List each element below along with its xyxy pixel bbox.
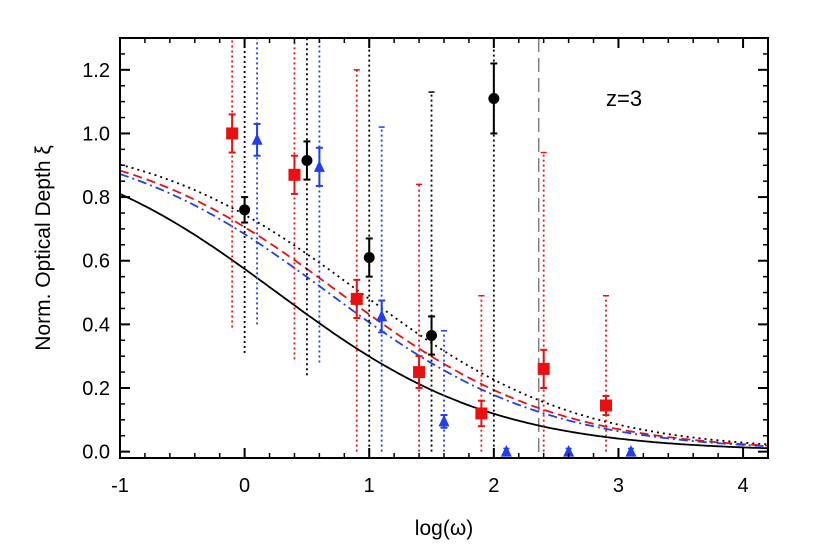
x-axis-label: log(ω) bbox=[415, 517, 473, 540]
data-point-s2-p6 bbox=[537, 362, 550, 375]
x-tick-label: 3 bbox=[613, 475, 624, 497]
data-point-s2-p5 bbox=[475, 407, 488, 420]
data-point-s1-p1 bbox=[239, 204, 251, 216]
axis-ticks bbox=[119, 38, 768, 458]
y-axis-label: Norm. Optical Depth ξ bbox=[32, 145, 55, 350]
x-tick-label: 0 bbox=[239, 475, 250, 497]
data-point-s1-p3 bbox=[363, 252, 375, 264]
data-point-s1-p4 bbox=[426, 330, 438, 341]
data-point-s2-p3 bbox=[350, 292, 363, 305]
data-point-s3-p2 bbox=[313, 160, 325, 172]
x-tick-label: 4 bbox=[738, 475, 749, 497]
y-tick-label: 0.8 bbox=[82, 187, 110, 209]
plot-content bbox=[120, 38, 768, 458]
data-point-s3-p3 bbox=[376, 309, 388, 322]
data-point-s3-p6 bbox=[563, 445, 575, 457]
marker-layer bbox=[226, 92, 637, 457]
data-point-s3-p1 bbox=[251, 133, 263, 145]
model-curve-2 bbox=[120, 163, 768, 446]
data-point-s1-p5 bbox=[488, 92, 500, 104]
model-curve-3 bbox=[120, 169, 768, 447]
redshift-annotation: z=3 bbox=[606, 86, 642, 111]
data-point-s2-p7 bbox=[600, 399, 612, 412]
y-tick-label: 1.0 bbox=[82, 123, 110, 145]
data-point-s2-p4 bbox=[413, 366, 426, 379]
y-tick-label: 0.0 bbox=[82, 442, 110, 464]
tick-labels: -1 0 1 2 3 4 0.0 0.2 0.4 0.6 0.8 1.0 1.2 bbox=[82, 60, 748, 497]
y-tick-label: 0.4 bbox=[82, 314, 110, 336]
data-point-s3-p7 bbox=[625, 445, 637, 457]
errorbar-layer bbox=[228, 62, 610, 429]
y-tick-label: 0.2 bbox=[82, 378, 110, 400]
data-point-s3-p4 bbox=[438, 414, 450, 427]
x-tick-label: -1 bbox=[111, 475, 129, 497]
data-point-s2-p1 bbox=[226, 127, 239, 140]
x-tick-label: 1 bbox=[364, 475, 375, 497]
y-tick-label: 1.2 bbox=[82, 60, 110, 82]
data-point-s1-p2 bbox=[301, 155, 313, 166]
data-point-s3-p5 bbox=[500, 445, 512, 457]
x-tick-label: 2 bbox=[488, 475, 499, 497]
data-point-s2-p2 bbox=[288, 168, 301, 181]
y-tick-label: 0.6 bbox=[82, 251, 110, 273]
